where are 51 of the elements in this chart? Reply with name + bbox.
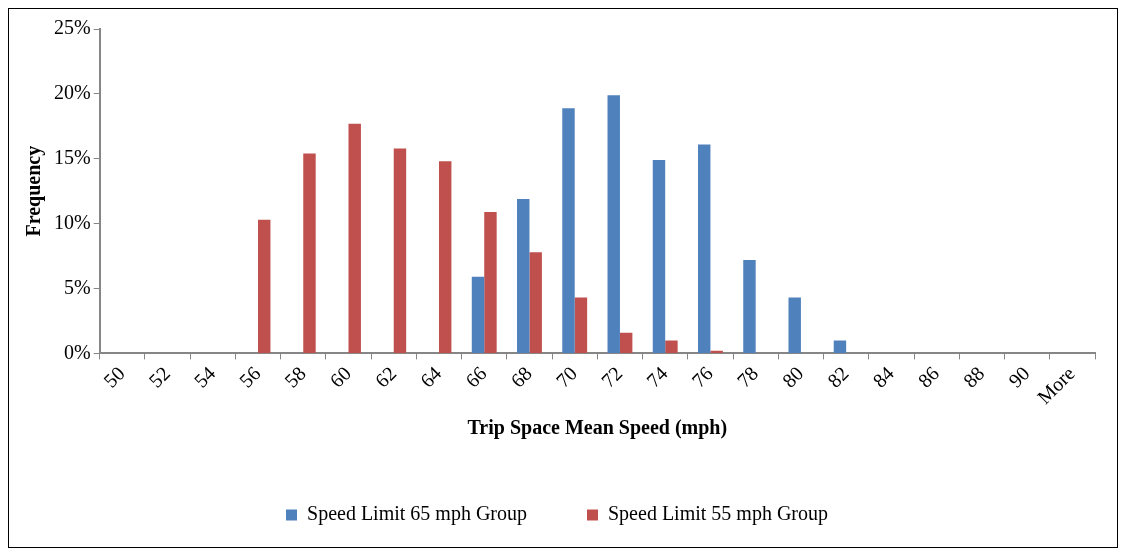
- bar: [743, 259, 756, 353]
- x-tick-label: 56: [234, 361, 265, 392]
- x-tick-label: 82: [823, 361, 853, 392]
- bar: [710, 350, 723, 353]
- y-tick-label: 20%: [53, 81, 91, 104]
- x-tick-label: 72: [596, 361, 627, 392]
- bar: [788, 297, 801, 353]
- x-axis-title: Trip Space Mean Speed (mph): [467, 416, 728, 440]
- x-tick-label: 84: [868, 361, 898, 392]
- x-tick-label: 74: [642, 361, 672, 392]
- x-tick-label: 66: [461, 361, 491, 392]
- bar: [652, 160, 666, 353]
- x-tick-label: 76: [687, 361, 717, 392]
- y-tick-label: 15%: [53, 146, 91, 169]
- bar: [698, 144, 711, 353]
- bar: [438, 161, 452, 353]
- bar: [517, 198, 530, 353]
- x-tick-label: 62: [370, 361, 401, 392]
- y-tick-label: 25%: [53, 16, 91, 39]
- bar: [258, 219, 271, 353]
- x-tick-label: 52: [144, 361, 175, 392]
- x-tick-label: 90: [1003, 361, 1034, 392]
- bar: [833, 340, 847, 353]
- bar: [471, 276, 485, 353]
- x-tick-label: 70: [551, 361, 582, 392]
- bar: [348, 123, 361, 353]
- x-tick-label: 80: [777, 361, 808, 392]
- legend-label: Speed Limit 65 mph Group: [307, 502, 527, 526]
- bar: [303, 153, 316, 353]
- legend-label: Speed Limit 55 mph Group: [608, 502, 828, 526]
- x-tick-label: 88: [958, 361, 989, 392]
- bar: [484, 211, 497, 353]
- y-tick-label: 5%: [63, 275, 91, 298]
- y-tick-label: 0%: [63, 340, 91, 363]
- x-tick-label: 58: [280, 361, 310, 392]
- x-tick-label: 60: [325, 361, 356, 392]
- x-tick-label: 86: [913, 361, 944, 392]
- bar: [574, 297, 588, 353]
- x-tick-label: 78: [732, 361, 763, 392]
- bar: [393, 148, 407, 353]
- bar: [607, 95, 620, 353]
- bar: [619, 332, 633, 353]
- bar: [529, 252, 542, 353]
- x-tick-label: 54: [189, 361, 220, 392]
- x-tick-label: 50: [99, 361, 129, 392]
- y-axis-title: Frequency: [22, 145, 46, 237]
- x-tick-label: 68: [506, 361, 537, 392]
- bar: [562, 108, 575, 353]
- y-tick-label: 10%: [53, 210, 91, 233]
- bar: [665, 340, 678, 353]
- x-tick-label: 64: [415, 361, 446, 392]
